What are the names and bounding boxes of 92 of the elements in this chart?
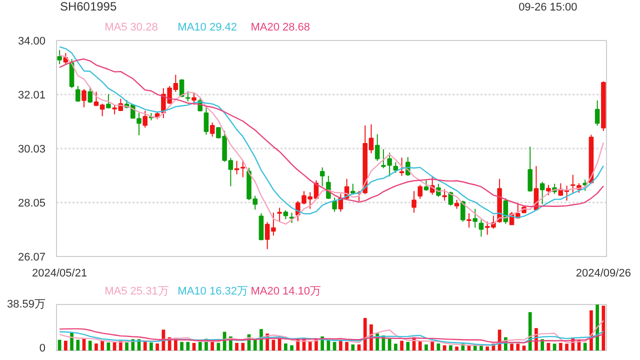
candlestick xyxy=(192,92,196,106)
bar xyxy=(118,340,122,350)
bar xyxy=(88,340,92,350)
bar xyxy=(565,344,568,350)
bar xyxy=(596,304,600,350)
y-tick-label: 34.00 xyxy=(18,36,46,48)
candlestick xyxy=(466,212,472,228)
bar xyxy=(235,342,238,350)
bar xyxy=(70,332,74,350)
candlestick xyxy=(374,134,380,162)
candlestick xyxy=(326,175,331,200)
y-tick-label: 38.59万 xyxy=(6,298,46,310)
candlestick xyxy=(57,50,62,65)
bar xyxy=(143,342,147,350)
bar xyxy=(448,345,452,350)
candlestick xyxy=(424,180,429,192)
candlestick xyxy=(106,94,111,109)
candlestick xyxy=(442,188,447,202)
text: MA20 14.10万 xyxy=(250,286,322,298)
candlestick xyxy=(412,190,416,214)
bar xyxy=(522,346,526,350)
candlestick xyxy=(136,112,142,136)
candlestick xyxy=(204,106,209,136)
bar xyxy=(253,338,257,350)
candlestick xyxy=(142,110,148,128)
bar xyxy=(345,342,348,350)
bar xyxy=(94,343,98,350)
y-tick-label: 26.07 xyxy=(18,252,46,264)
bar xyxy=(100,340,104,350)
bar xyxy=(308,340,312,350)
bar xyxy=(510,344,514,350)
candlestick xyxy=(75,85,80,102)
bar xyxy=(552,344,556,350)
bar xyxy=(486,346,490,350)
y-tick-label: 30.03 xyxy=(18,144,46,156)
text: MA5 25.31万 xyxy=(104,286,169,298)
bar xyxy=(455,346,458,350)
bar xyxy=(125,342,128,350)
candlestick xyxy=(478,219,484,238)
bar xyxy=(284,343,288,350)
y-tick-label: 32.01 xyxy=(18,90,46,102)
candlestick xyxy=(546,184,551,196)
bar xyxy=(210,342,214,350)
bar xyxy=(583,342,587,350)
text: 09-26 15:00 xyxy=(518,2,578,14)
candlestick xyxy=(472,208,478,228)
y-tick-label: 28.05 xyxy=(18,198,46,210)
bar xyxy=(351,344,355,350)
candlestick xyxy=(240,160,246,178)
bar xyxy=(558,342,562,350)
bar xyxy=(430,342,434,350)
x-tick-label: 2024/09/26 xyxy=(576,268,631,280)
candlestick xyxy=(82,88,86,108)
y-tick-label: 0 xyxy=(39,342,46,354)
candlestick xyxy=(582,179,588,192)
candlestick xyxy=(540,181,545,205)
bar xyxy=(418,340,422,350)
candlestick xyxy=(258,212,264,241)
x-tick-label: 2024/05/21 xyxy=(32,268,88,280)
text: MA10 29.42 xyxy=(178,22,237,34)
bar xyxy=(400,340,404,350)
candlestick xyxy=(320,166,325,187)
bar xyxy=(64,340,68,350)
bar xyxy=(290,345,294,350)
chart-title: SH601995 xyxy=(60,0,117,14)
candlestick xyxy=(277,207,282,222)
text: MA20 28.68 xyxy=(250,22,310,34)
bar xyxy=(198,342,202,350)
bar xyxy=(150,342,153,350)
candlestick xyxy=(88,86,93,104)
candlestick xyxy=(332,197,337,212)
candlestick xyxy=(460,200,466,222)
bar xyxy=(186,342,190,350)
candlestick xyxy=(210,122,215,138)
bar xyxy=(76,340,80,350)
bar xyxy=(424,344,428,350)
bar xyxy=(180,342,184,350)
bar xyxy=(406,342,410,350)
bar xyxy=(394,344,398,350)
candlestick xyxy=(418,184,423,200)
bar xyxy=(156,343,160,350)
bar xyxy=(363,318,367,350)
bar xyxy=(516,344,520,350)
candlestick xyxy=(594,100,600,126)
bar xyxy=(338,340,342,350)
line-series xyxy=(58,320,604,346)
bar xyxy=(106,342,110,350)
text: MA5 30.28 xyxy=(104,22,158,34)
candlestick xyxy=(185,90,190,102)
text: MA10 16.32万 xyxy=(178,286,248,298)
candlestick xyxy=(528,146,533,192)
bar xyxy=(241,342,245,350)
